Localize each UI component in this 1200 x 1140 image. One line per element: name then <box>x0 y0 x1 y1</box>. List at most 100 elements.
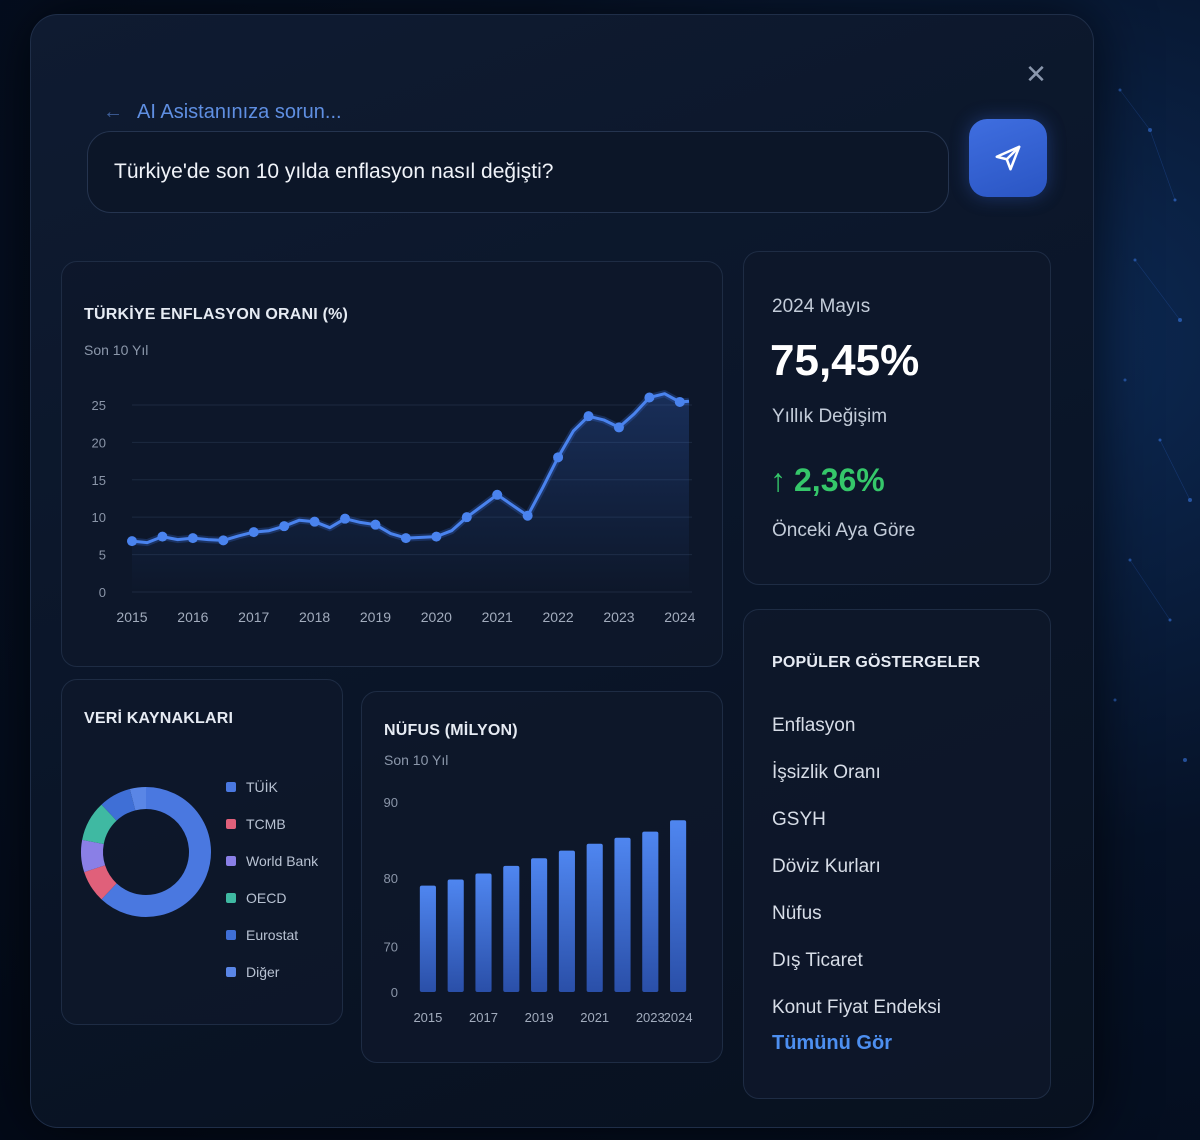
population-chart-card: NÜFUS (MİLYON) Son 10 Yıl 0 70 80 90 2015 201… <box>361 691 723 1063</box>
x-tick-label: 2017 <box>469 1010 498 1025</box>
stat-label: Yıllık Değişim <box>772 406 888 427</box>
arrow-up-icon: ↑ <box>770 462 786 498</box>
legend-swatch <box>226 781 236 792</box>
legend-item: World Bank <box>226 842 318 879</box>
data-point <box>461 512 472 523</box>
donut-slice <box>101 787 211 917</box>
stat-change-label: Önceki Aya Göre <box>772 520 916 541</box>
x-tick-label: 2015 <box>413 1010 442 1025</box>
data-point <box>370 519 381 530</box>
inflation-chart-card: TÜRKİYE ENFLASYON ORANI (%) Son 10 Yıl 0… <box>61 261 723 667</box>
inflation-line-chart: 0 5 10 15 20 25 2015 2016 2017 2018 2019 2020 2021 20… <box>92 390 696 625</box>
see-all-link[interactable]: Tümünü Gör <box>772 1032 892 1054</box>
x-tick-label: 2024 <box>664 1010 693 1025</box>
back-arrow-icon[interactable]: ← <box>103 101 123 123</box>
donut-slice <box>81 839 106 873</box>
population-bar <box>614 837 631 992</box>
data-point <box>431 531 442 542</box>
population-bar <box>642 831 659 992</box>
stat-change-value: 2,36% <box>794 462 885 498</box>
population-bar <box>531 858 548 992</box>
population-bar <box>586 843 603 992</box>
population-bar <box>503 865 520 992</box>
data-point <box>248 527 259 538</box>
donut-slice <box>82 804 117 845</box>
y-tick-label: 0 <box>391 985 398 1000</box>
data-point <box>674 396 685 407</box>
indicator-item[interactable]: Konut Fiyat Endeksi <box>772 997 941 1018</box>
inflation-chart-subtitle: Son 10 Yıl <box>84 342 149 358</box>
send-button[interactable] <box>969 119 1047 197</box>
legend-label: TCMB <box>246 815 286 832</box>
prompt-label-row: ← AI Asistanınıza sorun... <box>103 101 342 124</box>
indicator-item[interactable]: Döviz Kurları <box>772 856 881 877</box>
legend-item: Eurostat <box>226 916 318 953</box>
legend-item: TCMB <box>226 805 318 842</box>
data-point <box>340 513 351 524</box>
y-tick-label: 20 <box>92 435 106 450</box>
legend-label: OECD <box>246 889 287 906</box>
legend-swatch <box>226 929 236 940</box>
data-point <box>400 533 411 544</box>
x-tick-label: 2018 <box>299 609 330 625</box>
y-tick-label: 15 <box>92 473 106 488</box>
data-point <box>522 510 533 521</box>
prompt-label: AI Asistanınıza sorun... <box>137 101 342 123</box>
y-tick-label: 0 <box>99 585 106 600</box>
population-bar <box>419 885 436 992</box>
x-tick-label: 2020 <box>421 609 452 625</box>
x-tick-label: 2015 <box>116 609 147 625</box>
indicator-item[interactable]: GSYH <box>772 809 826 830</box>
data-point <box>157 531 168 542</box>
x-tick-label: 2017 <box>238 609 269 625</box>
legend-label: Diğer <box>246 963 280 980</box>
data-point <box>187 533 198 544</box>
x-tick-label: 2019 <box>525 1010 554 1025</box>
query-box[interactable] <box>87 131 949 213</box>
x-tick-label: 2023 <box>603 609 634 625</box>
legend-swatch <box>226 892 236 903</box>
x-tick-label: 2022 <box>543 609 574 625</box>
legend-swatch <box>226 966 236 977</box>
legend-label: TÜİK <box>246 778 278 795</box>
stat-change: ↑ 2,36% <box>770 462 885 499</box>
send-icon <box>995 145 1021 171</box>
population-chart-subtitle: Son 10 Yıl <box>384 752 449 768</box>
donut-slice <box>129 787 147 811</box>
y-tick-label: 90 <box>384 795 398 810</box>
x-tick-label: 2016 <box>177 609 208 625</box>
indicator-item[interactable]: Enflasyon <box>772 715 856 736</box>
sources-card: VERİ KAYNAKLARI TÜİK TCMB World Bank OECD Eu… <box>61 679 343 1025</box>
legend-swatch <box>226 855 236 866</box>
sources-title: VERİ KAYNAKLARI <box>84 710 234 727</box>
query-input[interactable] <box>112 159 924 185</box>
indicator-item[interactable]: Dış Ticaret <box>772 950 863 971</box>
legend-item: OECD <box>226 879 318 916</box>
data-point <box>583 411 594 422</box>
y-tick-label: 70 <box>384 939 398 954</box>
data-point <box>613 422 624 433</box>
data-point <box>279 521 290 532</box>
population-chart-title: NÜFUS (MİLYON) <box>384 722 518 739</box>
y-tick-label: 80 <box>384 871 398 886</box>
x-tick-label: 2024 <box>664 609 695 625</box>
data-point <box>644 392 655 403</box>
y-tick-label: 10 <box>92 510 106 525</box>
indicator-item[interactable]: Nüfus <box>772 903 822 924</box>
indicators-list: Enflasyon İşsizlik Oranı GSYH Döviz Kurları… <box>772 702 941 1031</box>
data-point <box>553 452 564 463</box>
population-bar <box>447 879 464 992</box>
legend-label: World Bank <box>246 852 319 869</box>
legend-swatch <box>226 818 236 829</box>
donut-slice <box>84 864 117 900</box>
legend-item: Diğer <box>226 953 318 990</box>
data-point <box>492 489 503 500</box>
x-tick-label: 2021 <box>580 1010 609 1025</box>
indicator-item[interactable]: İşsizlik Oranı <box>772 762 881 783</box>
close-icon[interactable]: ✕ <box>1025 59 1047 89</box>
population-bar <box>670 820 687 992</box>
indicators-card: POPÜLER GÖSTERGELER Enflasyon İşsizlik Or… <box>743 609 1051 1099</box>
inflation-stat-card: 2024 Mayıs 75,45% Yıllık Değişim ↑ 2,36%… <box>743 251 1051 585</box>
